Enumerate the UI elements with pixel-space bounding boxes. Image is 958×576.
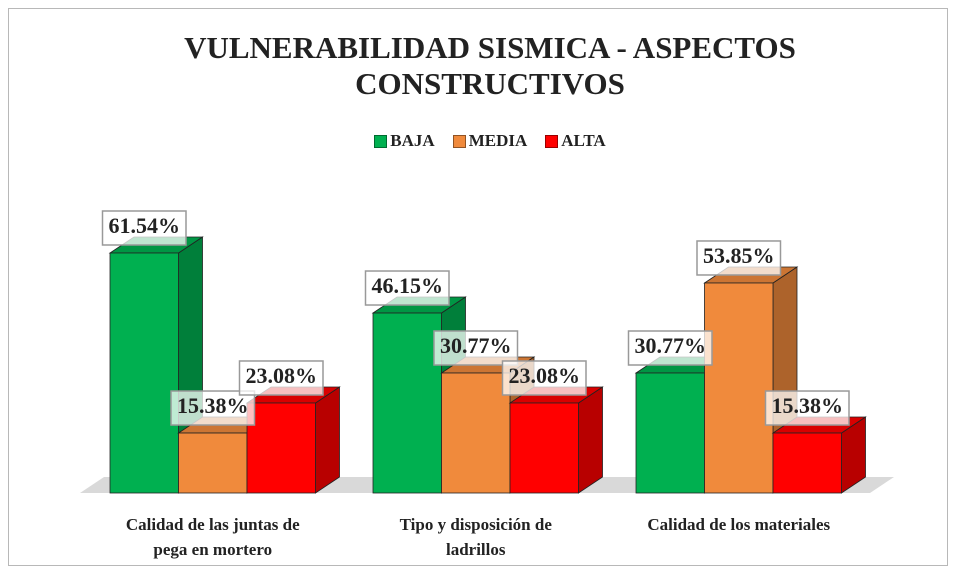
chart-border <box>8 8 948 566</box>
bar <box>772 432 842 494</box>
data-label-box <box>433 330 519 366</box>
data-label-text: 30.77% <box>635 333 707 358</box>
bar <box>704 282 774 494</box>
data-label-text: 15.38% <box>177 393 249 418</box>
legend-swatch <box>452 134 466 148</box>
data-label-box <box>238 360 324 396</box>
x-tick-label: Tipo y disposición de ladrillos <box>399 515 552 559</box>
x-tick-label: Calidad de las juntas de pega en mortero <box>125 515 300 559</box>
data-label: 46.15% <box>364 270 450 306</box>
bar <box>109 252 179 494</box>
x-tick-label: Calidad de los materiales <box>647 515 831 534</box>
bar <box>178 432 248 494</box>
legend-item: MEDIA <box>452 131 528 151</box>
data-label-box <box>501 360 587 396</box>
bar <box>372 312 442 494</box>
data-label: 61.54% <box>101 210 187 246</box>
bar <box>441 372 511 494</box>
legend-item: BAJA <box>374 131 435 151</box>
legend-label: ALTA <box>561 131 606 150</box>
data-label-box <box>101 210 187 246</box>
data-label-box <box>170 390 256 426</box>
data-label-text: 15.38% <box>772 393 844 418</box>
data-label-text: 30.77% <box>440 333 512 358</box>
bar <box>635 372 705 494</box>
chart-title: VULNERABILIDAD SISMICA - ASPECTOS CONSTR… <box>184 30 796 101</box>
legend-label: BAJA <box>390 131 435 150</box>
data-label: 23.08% <box>238 360 324 396</box>
data-label: 15.38% <box>764 390 850 426</box>
bar <box>509 402 579 494</box>
bar-side <box>578 386 603 494</box>
data-label-text: 53.85% <box>703 243 775 268</box>
legend-swatch <box>374 134 388 148</box>
data-label-text: 61.54% <box>109 213 181 238</box>
legend-label: MEDIA <box>468 131 528 150</box>
legend: BAJA MEDIA ALTA <box>0 131 958 151</box>
data-label-box <box>764 390 850 426</box>
data-label-box <box>364 270 450 306</box>
data-label: 30.77% <box>627 330 713 366</box>
data-label-text: 23.08% <box>509 363 581 388</box>
data-label: 30.77% <box>433 330 519 366</box>
data-label: 23.08% <box>501 360 587 396</box>
data-label-box <box>627 330 713 366</box>
bar-side <box>315 386 340 494</box>
data-label: 53.85% <box>696 240 782 276</box>
data-label-box <box>696 240 782 276</box>
data-label-text: 46.15% <box>372 273 444 298</box>
legend-item: ALTA <box>545 131 606 151</box>
bar <box>246 402 316 494</box>
legend-swatch <box>545 134 559 148</box>
data-label: 15.38% <box>170 390 256 426</box>
data-label-text: 23.08% <box>246 363 318 388</box>
